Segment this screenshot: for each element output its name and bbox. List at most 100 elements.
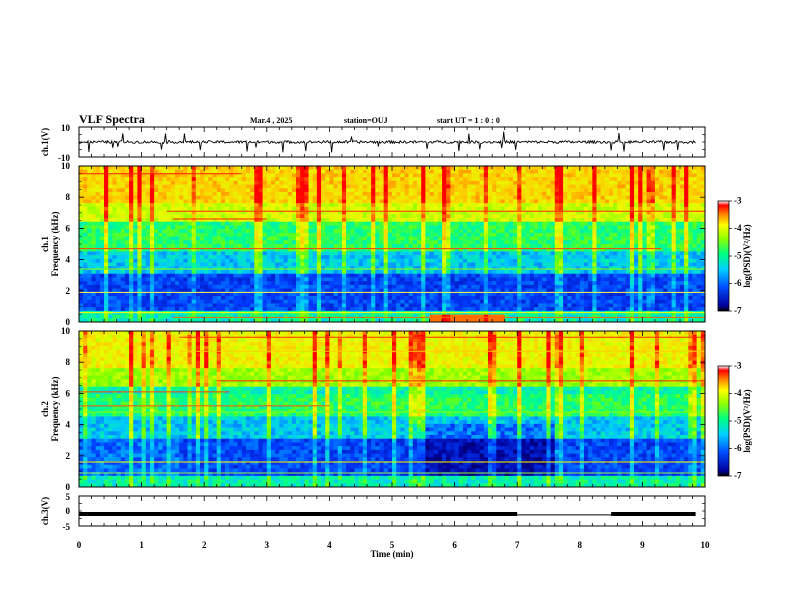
spectrogram-cell <box>354 240 360 245</box>
spectrogram-cell <box>392 314 397 319</box>
spectrogram-cell <box>237 318 243 323</box>
spectrogram-cell <box>233 180 238 185</box>
spectrogram-cell <box>225 266 230 271</box>
spectrogram-cell <box>542 177 547 182</box>
spectrogram-cell <box>492 277 497 282</box>
spectrogram-cell <box>467 314 472 319</box>
spectrogram-cell <box>166 281 172 286</box>
spectrogram-cell <box>554 199 560 204</box>
spectrogram-cell <box>529 173 535 178</box>
spectrogram-cell <box>346 203 351 208</box>
spectrogram-cell <box>229 206 234 211</box>
spectrogram-cell <box>270 188 276 193</box>
spectrogram-cell <box>124 255 130 260</box>
spectrogram-cell <box>220 192 226 197</box>
spectrogram-cell <box>129 299 134 304</box>
spectrogram-cell <box>104 296 109 301</box>
spectrogram-cell <box>421 247 426 252</box>
spectrogram-cell <box>396 296 401 301</box>
spectrogram-cell <box>412 307 418 312</box>
spectrogram-cell <box>425 180 430 185</box>
spectrogram-cell <box>304 221 309 226</box>
spectrogram-cell <box>179 203 184 208</box>
spectrogram-cell <box>533 318 539 323</box>
spectrogram-cell <box>521 240 526 245</box>
spectrogram-cell <box>95 307 101 312</box>
spectrogram-cell <box>158 270 163 275</box>
spectrogram-cell <box>129 173 134 178</box>
spectrogram-cell <box>229 296 234 301</box>
spectrogram-cell <box>112 203 117 208</box>
ch1-waveform-panel: 10 -10 ch.1(V) <box>40 123 706 163</box>
spectrogram-cell <box>462 296 468 301</box>
spectrogram-cell <box>513 307 518 312</box>
spectrogram-cell <box>358 314 364 319</box>
spectrogram-cell <box>187 262 193 267</box>
spectrogram-cell <box>467 218 472 223</box>
spectrogram-cell <box>483 307 489 312</box>
spectrogram-cell <box>475 225 481 230</box>
spectrogram-cell <box>262 255 268 260</box>
spectrogram-cell <box>250 206 255 211</box>
spectrogram-cell <box>454 221 460 226</box>
spectrogram-cell <box>104 270 109 275</box>
spectrogram-cell <box>533 195 539 200</box>
spectrogram-cell <box>129 270 134 275</box>
spectrogram-cell <box>308 270 314 275</box>
spectrogram-cell <box>158 225 163 230</box>
spectrogram-cell <box>275 284 280 289</box>
spectrogram-cell <box>496 210 501 215</box>
spectrogram-cell <box>521 195 526 200</box>
spectrogram-cell <box>112 192 117 197</box>
spectrogram-cell <box>149 255 155 260</box>
spectrogram-cell <box>387 292 393 297</box>
spectrogram-cell <box>141 288 147 293</box>
spectrogram-cell <box>362 251 368 256</box>
spectrogram-cell <box>558 206 564 211</box>
spectrogram-cell <box>329 284 334 289</box>
spectrogram-cell <box>104 255 109 260</box>
spectrogram-cell <box>417 184 422 189</box>
spectrogram-cell <box>212 188 218 193</box>
spectrogram-cell <box>479 307 485 312</box>
spectrogram-cell <box>308 173 314 178</box>
spectrogram-cell <box>458 299 464 304</box>
spectrogram-cell <box>262 184 268 189</box>
spectrogram-cell <box>379 288 385 293</box>
spectrogram-cell <box>79 218 84 223</box>
spectrogram-cell <box>396 288 401 293</box>
spectrogram-cell <box>108 166 113 171</box>
spectrogram-cell <box>458 258 464 263</box>
spectrogram-cell <box>108 303 113 308</box>
spectrogram-cell <box>304 180 309 185</box>
spectrogram-cell <box>275 277 280 282</box>
spectrogram-cell <box>546 236 551 241</box>
spectrogram-cell <box>492 188 497 193</box>
spectrogram-cell <box>341 199 347 204</box>
spectrogram-cell <box>129 199 134 204</box>
spectrogram-cell <box>216 244 222 249</box>
spectrogram-cell <box>504 240 510 245</box>
spectrogram-cell <box>200 210 205 215</box>
spectrogram-cell <box>183 281 188 286</box>
spectrogram-cell <box>508 255 514 260</box>
spectrogram-cell <box>287 177 293 182</box>
spectrogram-cell <box>279 292 284 297</box>
spectrogram-cell <box>145 206 151 211</box>
spectrogram-cell <box>487 180 493 185</box>
spectrogram-cell <box>216 292 222 297</box>
spectrogram-cell <box>179 195 184 200</box>
spectrogram-cell <box>296 195 301 200</box>
spectrogram-cell <box>417 270 422 275</box>
spectrogram-cell <box>404 307 410 312</box>
spectrogram-cell <box>375 277 380 282</box>
spectrogram-cell <box>179 177 184 182</box>
spectrogram-cell <box>500 203 506 208</box>
spectrogram-cell <box>412 192 418 197</box>
spectrogram-cell <box>517 270 522 275</box>
spectrogram-cell <box>174 258 180 263</box>
spectrogram-cell <box>120 169 126 174</box>
spectrogram-cell <box>496 258 501 263</box>
spectrogram-cell <box>304 284 309 289</box>
spectrogram-cell <box>471 247 476 252</box>
